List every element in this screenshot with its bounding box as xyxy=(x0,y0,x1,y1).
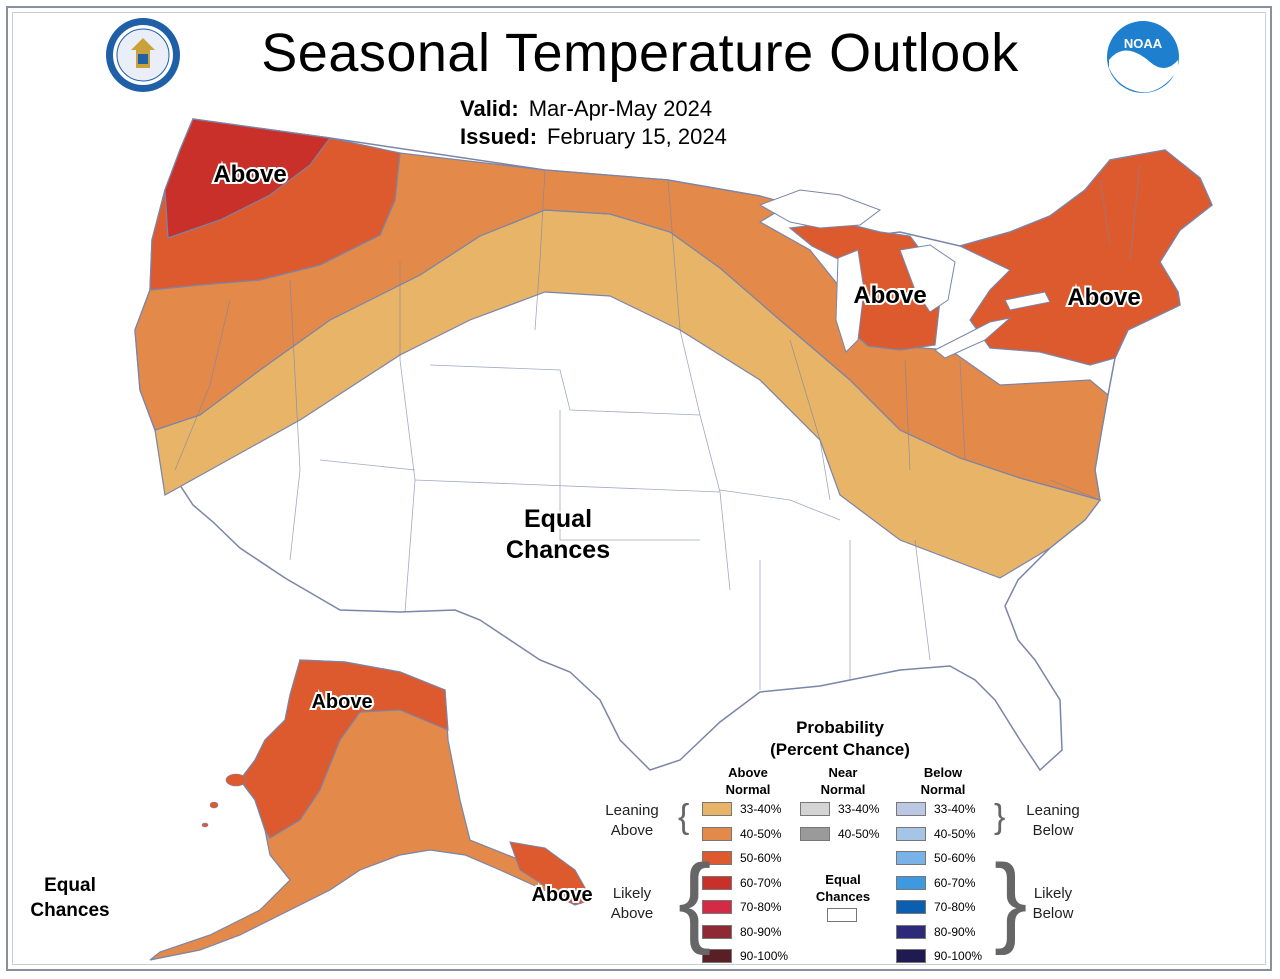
issued-label: Issued: xyxy=(460,124,538,149)
legend-leaning-above-1: Leaning xyxy=(605,802,659,819)
legend-below-range-label: 40-50% xyxy=(934,826,976,841)
lake-michigan xyxy=(835,249,865,353)
issued-row: Issued: February 15, 2024 xyxy=(460,124,727,150)
legend-below-header-2: Normal xyxy=(920,782,966,797)
legend-above-range-label: 70-80% xyxy=(740,900,782,914)
valid-value: Mar-Apr-May 2024 xyxy=(528,96,713,121)
legend-above-swatch xyxy=(702,802,732,816)
legend-above-swatch xyxy=(702,900,732,914)
legend-near-swatch xyxy=(800,826,830,841)
legend-near-header-2: Normal xyxy=(820,782,866,797)
legend-equal-label-1: Equal xyxy=(825,872,861,887)
legend-above-range-label: 33-40% xyxy=(740,802,782,816)
label-conus-equal: Equal xyxy=(524,505,592,533)
region-pnw-above-60-70 xyxy=(164,118,332,239)
legend-above-swatch xyxy=(702,949,732,963)
legend-likely-above-2: Above xyxy=(610,905,654,922)
legend-above-swatch xyxy=(702,826,732,841)
legend-below-swatch xyxy=(896,900,926,914)
legend-leaning-below-2: Below xyxy=(1032,822,1074,839)
legend-below-swatch xyxy=(896,949,926,963)
label-northeast-above: Above xyxy=(1067,284,1140,311)
legend-below-header-1: Below xyxy=(923,765,963,780)
inner-frame xyxy=(12,12,1266,965)
legend-below-range-label: 70-80% xyxy=(934,900,976,914)
legend-above-header-1: Above xyxy=(728,765,768,780)
valid-row: Valid: Mar-Apr-May 2024 xyxy=(460,96,712,122)
legend-brace-likely-above: { xyxy=(678,844,712,956)
legend-below-swatch xyxy=(896,826,926,841)
noaa-logo-text: NOAA xyxy=(1124,36,1163,51)
legend-below-swatch xyxy=(896,924,926,939)
region-northeast-above-50-60 xyxy=(958,149,1213,366)
legend-above-range-label: 40-50% xyxy=(740,826,782,841)
legend-above-swatch xyxy=(702,851,732,865)
legend-above-swatch xyxy=(702,924,732,939)
legend-below-range-label: 50-60% xyxy=(934,851,976,865)
legend-below-swatch xyxy=(896,802,926,816)
label-alaska-chances: Chances xyxy=(30,900,109,921)
aleutian-islands xyxy=(201,773,247,828)
legend-below-range-label: 33-40% xyxy=(934,802,976,816)
noaa-logo-icon: NOAA xyxy=(1107,21,1179,93)
legend-equal-label-2: Chances xyxy=(815,889,871,904)
lake-erie xyxy=(934,317,1012,359)
legend-above-range-label: 80-90% xyxy=(740,924,782,939)
legend-leaning-below-1: Leaning xyxy=(1026,802,1080,819)
lake-superior xyxy=(758,189,882,229)
page-title: Seasonal Temperature Outlook xyxy=(261,23,1019,83)
lake-huron xyxy=(899,244,956,313)
state-boundaries xyxy=(174,164,1141,690)
legend-below-swatch xyxy=(896,875,926,890)
legend-near-header-1: Near xyxy=(828,765,858,780)
legend-likely-above-1: Likely xyxy=(612,885,652,902)
legend-brace-likely-below: } xyxy=(994,844,1028,956)
lake-ontario xyxy=(1004,291,1051,311)
legend-above-range-label: 90-100% xyxy=(740,949,789,963)
label-alaska-equal: Equal xyxy=(44,875,96,896)
legend-below-range-label: 80-90% xyxy=(934,924,976,939)
legend-below-swatch xyxy=(896,851,926,865)
label-pnw-above: Above xyxy=(213,161,286,188)
legend-below-range-label: 90-100% xyxy=(934,949,983,963)
legend-brace-leaning-above: { xyxy=(678,798,690,836)
legend-subtitle: (Percent Chance) xyxy=(770,740,910,759)
label-conus-chances: Chances xyxy=(506,536,610,564)
region-alaska-above-50-60 xyxy=(239,659,449,839)
outer-frame xyxy=(6,6,1272,971)
legend-likely-below-1: Likely xyxy=(1033,885,1073,902)
label-great-lakes-above: Above xyxy=(853,282,926,309)
legend-above-swatch xyxy=(702,875,732,890)
legend-equal-swatch xyxy=(827,908,857,922)
issued-value: February 15, 2024 xyxy=(547,124,727,149)
region-alaska-se-above-50-60 xyxy=(509,841,593,906)
legend-near-range-label: 33-40% xyxy=(838,802,880,816)
valid-label: Valid: xyxy=(460,96,519,121)
commerce-seal-icon xyxy=(106,18,180,92)
legend-above-header-2: Normal xyxy=(725,782,771,797)
legend-above-range-label: 60-70% xyxy=(740,875,782,890)
legend-leaning-above-2: Above xyxy=(610,822,654,839)
legend-below-range-label: 60-70% xyxy=(934,875,976,890)
legend-brace-leaning-below: } xyxy=(994,798,1006,836)
legend-likely-below-2: Below xyxy=(1032,905,1074,922)
legend-title: Probability xyxy=(796,718,884,737)
legend-above-range-label: 50-60% xyxy=(740,851,782,865)
legend-near-swatch xyxy=(800,802,830,816)
label-alaska-se-above: Above xyxy=(531,884,592,906)
label-alaska-above: Above xyxy=(311,691,372,713)
legend-near-range-label: 40-50% xyxy=(838,826,880,841)
